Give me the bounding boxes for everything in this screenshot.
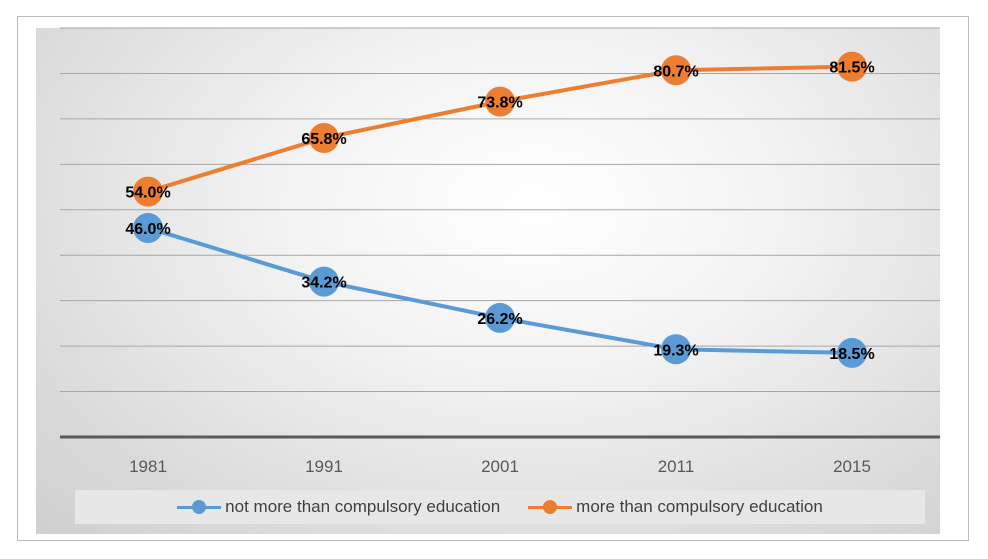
series-lines [133,51,867,368]
x-tick-label: 2011 [658,457,695,476]
data-point [661,334,691,365]
data-point [837,51,867,82]
plot-area [36,28,940,534]
data-label: 80.7% [653,63,698,80]
data-point [485,302,515,333]
legend-item-series-1: not more than compulsory education [177,497,500,517]
data-label: 26.2% [477,311,522,328]
legend-label-series-1: not more than compulsory education [225,497,501,516]
x-tick-label: 2001 [481,457,519,476]
legend-swatch-series-1 [177,500,222,514]
legend-label-series-2: more than compulsory education [576,497,823,516]
legend-item-series-2: more than compulsory education [528,497,823,517]
data-label: 46.0% [125,221,170,238]
data-label: 54.0% [125,185,170,202]
data-label: 73.8% [477,95,522,112]
x-tick-label: 2015 [833,457,871,476]
legend: not more than compulsory education more … [75,490,925,524]
series-line [147,226,853,355]
data-label: 18.5% [829,346,874,363]
x-tick-label: 1991 [305,457,343,476]
x-tick-label: 1981 [129,457,167,476]
data-point [309,266,339,297]
data-point [133,176,163,207]
data-label: 65.8% [301,131,346,148]
data-label: 34.2% [301,275,346,292]
data-point [661,55,691,86]
data-point [485,86,515,117]
legend-swatch-series-2 [528,500,573,514]
x-axis-ticks: 1981 1991 2001 2011 2015 [129,457,871,476]
data-point [837,337,867,368]
data-label: 81.5% [829,60,874,77]
data-point [133,212,163,243]
gridlines [60,27,940,393]
data-point [309,122,339,153]
series-line [147,64,853,194]
data-labels: 46.0% 34.2% 26.2% 19.3% 18.5% 54.0% 65.8% 73.8%… [125,60,874,363]
data-label: 19.3% [653,342,698,359]
